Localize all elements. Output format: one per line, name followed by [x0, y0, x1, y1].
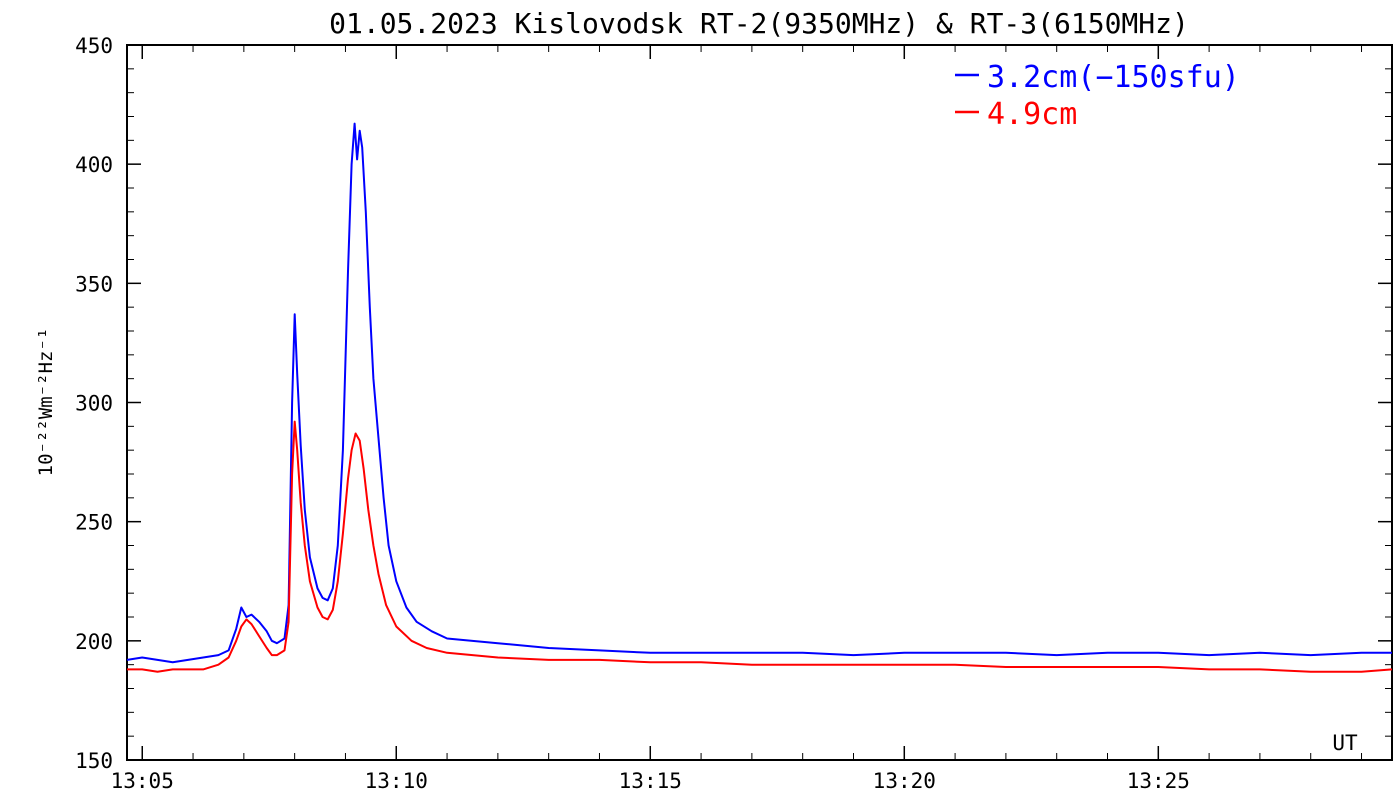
series-line-blue	[126, 122, 1392, 664]
legend-label: 4.9cm	[987, 97, 1077, 132]
y-tick-label: 250	[75, 511, 113, 535]
y-tick-label: 350	[75, 272, 113, 296]
series-line-red	[127, 420, 1393, 673]
series-layer	[126, 122, 1393, 673]
axis-ticks: 150 200 250 300 350 400 450 13:05 13:10 13:15 13:2…	[75, 34, 1392, 793]
x-tick-label: 13:20	[873, 769, 936, 793]
y-tick-label: 300	[75, 392, 113, 416]
y-tick-label: 400	[75, 153, 113, 177]
chart-title: 01.05.2023 Kislovodsk RT-2(9350MHz) & RT…	[329, 7, 1189, 40]
x-tick-label: 13:10	[365, 769, 428, 793]
y-axis-label: 10⁻²²Wm⁻²Hz⁻¹	[35, 328, 57, 477]
x-tick-label: 13:25	[1127, 769, 1190, 793]
x-tick-label: 13:05	[111, 769, 174, 793]
legend: 3.2cm(−150sfu)4.9cm	[955, 60, 1240, 132]
legend-label: 3.2cm(−150sfu)	[987, 60, 1240, 95]
x-tick-label: 13:15	[619, 769, 682, 793]
y-tick-label: 150	[75, 749, 113, 773]
y-tick-label: 450	[75, 34, 113, 58]
y-tick-label: 200	[75, 630, 113, 654]
x-unit-label: UT	[1332, 731, 1358, 755]
